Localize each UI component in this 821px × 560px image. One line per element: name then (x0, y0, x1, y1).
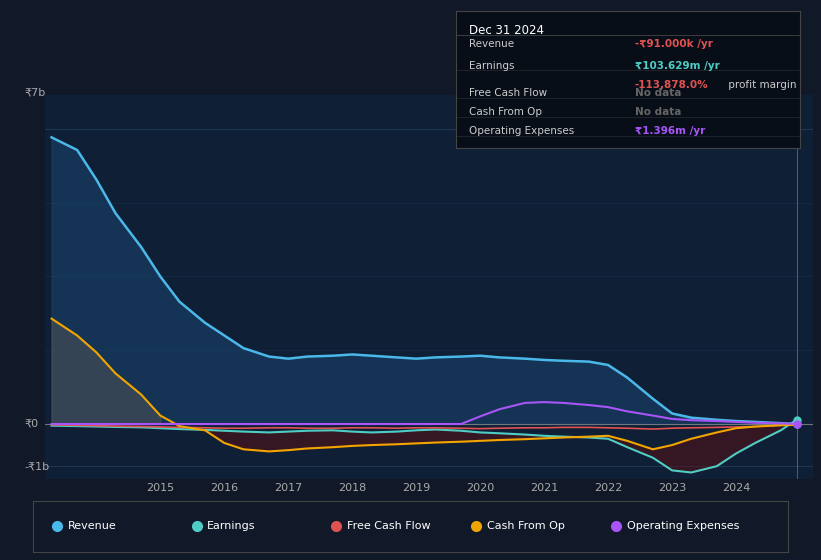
Text: Cash From Op: Cash From Op (470, 108, 543, 117)
Text: -₹1b: -₹1b (25, 461, 50, 471)
Text: ₹103.629m /yr: ₹103.629m /yr (635, 60, 720, 71)
Text: No data: No data (635, 108, 681, 117)
Text: -₹91.000k /yr: -₹91.000k /yr (635, 39, 713, 49)
Text: Earnings: Earnings (470, 60, 515, 71)
Text: No data: No data (635, 88, 681, 98)
Text: Earnings: Earnings (208, 521, 256, 531)
Text: Operating Expenses: Operating Expenses (626, 521, 739, 531)
Text: Revenue: Revenue (470, 39, 515, 49)
Text: -113,878.0%: -113,878.0% (635, 80, 709, 90)
Text: Free Cash Flow: Free Cash Flow (470, 88, 548, 98)
Text: ₹7b: ₹7b (25, 87, 46, 97)
Text: Revenue: Revenue (67, 521, 117, 531)
Text: profit margin: profit margin (725, 80, 796, 90)
Text: Operating Expenses: Operating Expenses (470, 127, 575, 137)
Text: ₹0: ₹0 (25, 419, 39, 429)
Text: Cash From Op: Cash From Op (487, 521, 565, 531)
Text: Free Cash Flow: Free Cash Flow (347, 521, 431, 531)
Text: Dec 31 2024: Dec 31 2024 (470, 24, 544, 36)
Text: ₹1.396m /yr: ₹1.396m /yr (635, 127, 705, 137)
